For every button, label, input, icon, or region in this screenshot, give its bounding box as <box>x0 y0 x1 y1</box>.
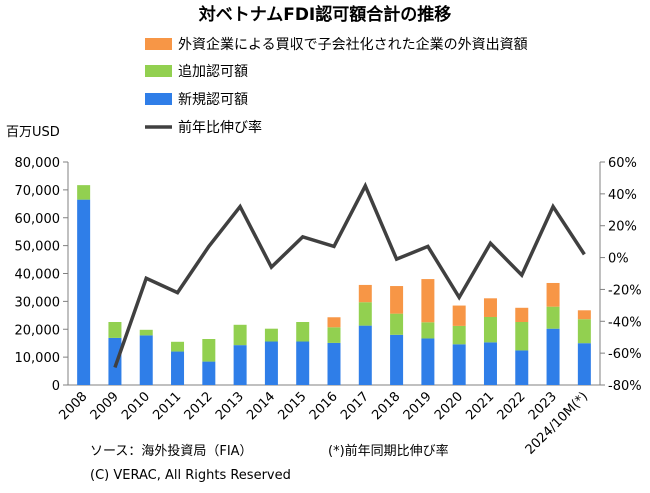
bar-segment <box>264 341 278 385</box>
bar-segment <box>452 325 466 345</box>
bar-segment <box>577 310 591 320</box>
x-tick-label: 2009 <box>88 389 122 423</box>
bar-segment <box>327 327 341 343</box>
x-tick-label: 2017 <box>338 389 372 423</box>
bar-segment <box>515 307 529 323</box>
chart-title: 対ベトナムFDI認可額合計の推移 <box>198 4 452 25</box>
y-left-tick-label: 0 <box>52 379 60 394</box>
bar-segment <box>515 350 529 385</box>
x-tick-label: 2015 <box>276 389 310 423</box>
bar-segment <box>171 341 185 352</box>
y-left-tick-label: 10,000 <box>15 351 61 366</box>
legend-label: 前年比伸び率 <box>178 119 262 136</box>
x-tick-label: 2011 <box>150 389 184 423</box>
bar-segment <box>296 322 310 342</box>
x-tick-label: 2020 <box>432 389 466 423</box>
legend-swatch <box>145 93 172 105</box>
x-tick-label: 2018 <box>369 389 403 423</box>
bar-segment <box>327 342 341 385</box>
y-left-tick-label: 50,000 <box>15 240 61 255</box>
bar-segment <box>452 344 466 385</box>
bar-segment <box>577 319 591 344</box>
bar-segment <box>296 341 310 385</box>
bar-segment <box>390 286 404 314</box>
growth-line <box>113 181 586 369</box>
bar-segment <box>108 337 122 385</box>
legend: 外資企業による買収で子会社化された企業の外資出資額追加認可額新規認可額前年比伸び… <box>145 36 528 136</box>
bar-segment <box>452 305 466 326</box>
x-tick-label: 2019 <box>401 389 435 423</box>
bar-segment <box>139 335 153 385</box>
axes: 0 10,000 20,000 30,000 40,000 50,000 60,000 70,… <box>15 156 642 394</box>
bar-segment <box>421 279 435 323</box>
x-tick-label: 2014 <box>244 389 278 423</box>
x-tick-label: 2008 <box>56 389 90 423</box>
bar-segment <box>358 325 372 385</box>
x-tick-label: 2022 <box>495 389 529 423</box>
bar-segment <box>108 322 122 338</box>
bar-segment <box>202 361 216 385</box>
bar-segment <box>577 343 591 385</box>
bar-segment <box>546 306 560 329</box>
bar-segment <box>139 329 153 336</box>
bar-segment <box>202 339 216 362</box>
bar-segment <box>515 322 529 351</box>
y-right-tick-label: 0% <box>608 252 629 267</box>
bar-segment <box>264 328 278 342</box>
y-right-tick-label: 60% <box>608 156 637 171</box>
legend-label: 外資企業による買収で子会社化された企業の外資出資額 <box>178 36 528 53</box>
x-tick-label: 2012 <box>182 389 216 423</box>
y-left-tick-label: 70,000 <box>15 184 61 199</box>
y-right-tick-label: -40% <box>608 315 642 330</box>
x-tick-label: 2010 <box>119 389 153 423</box>
bar-segment <box>390 313 404 335</box>
growth-line-path <box>113 181 586 369</box>
y-left-tick-label: 30,000 <box>15 295 61 310</box>
y-right-tick-label: 40% <box>608 188 637 203</box>
bars <box>77 185 591 385</box>
x-tick-label: 2016 <box>307 389 341 423</box>
asterisk-note: (*)前年同期比伸び率 <box>328 443 449 459</box>
bar-segment <box>77 185 91 200</box>
copyright-note: (C) VERAC, All Rights Reserved <box>90 468 291 483</box>
bar-segment <box>233 324 247 346</box>
bar-segment <box>358 302 372 326</box>
bar-segment <box>171 351 185 385</box>
bar-segment <box>390 334 404 385</box>
bar-segment <box>546 328 560 385</box>
bar-segment <box>421 322 435 339</box>
y-left-tick-label: 40,000 <box>15 268 61 283</box>
bar-segment <box>233 345 247 385</box>
y-right-tick-label: -60% <box>608 347 642 362</box>
legend-label: 追加認可額 <box>178 64 248 80</box>
bar-segment <box>483 342 497 385</box>
legend-swatch <box>145 38 172 50</box>
bar-segment <box>483 316 497 343</box>
y-right-tick-label: -80% <box>608 379 642 394</box>
bar-segment <box>421 338 435 385</box>
legend-swatch <box>145 65 172 77</box>
bar-segment <box>358 284 372 303</box>
y-left-tick-label: 60,000 <box>15 212 61 227</box>
bar-segment <box>77 199 91 385</box>
y-right-tick-label: 20% <box>608 220 637 235</box>
y-unit-label: 百万USD <box>6 125 60 140</box>
x-tick-label: 2013 <box>213 389 247 423</box>
source-note: ソース：海外投資局（FIA） <box>90 443 253 459</box>
y-left-tick-label: 20,000 <box>15 323 61 338</box>
y-right-tick-label: -20% <box>608 283 642 298</box>
bar-segment <box>483 298 497 317</box>
legend-label: 新規認可額 <box>178 92 248 108</box>
bar-segment <box>327 317 341 328</box>
y-left-tick-label: 80,000 <box>15 156 61 171</box>
bar-segment <box>546 282 560 307</box>
x-tick-label: 2021 <box>463 389 497 423</box>
